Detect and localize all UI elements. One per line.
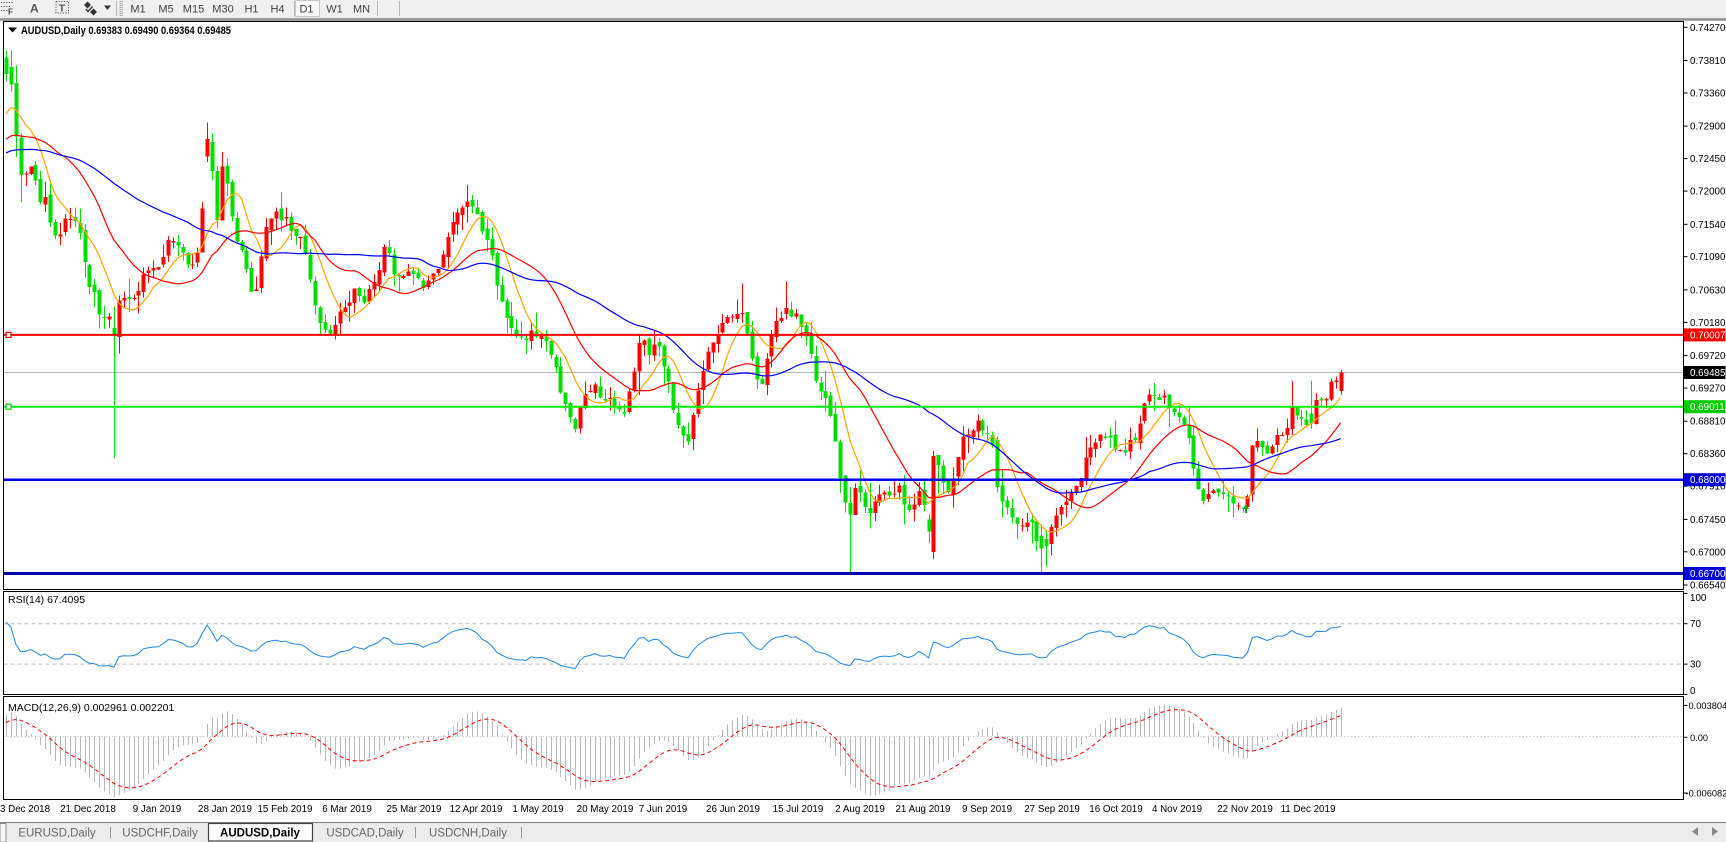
svg-text:0.003804: 0.003804	[1689, 701, 1726, 711]
svg-text:100: 100	[1690, 593, 1707, 604]
svg-text:0.69720: 0.69720	[1690, 351, 1726, 362]
svg-text:AUDUSD,Daily 0.69383 0.69490: AUDUSD,Daily 0.69383 0.69490 0.69364 0.6…	[21, 25, 231, 37]
svg-text:20 May 2019: 20 May 2019	[577, 804, 634, 815]
svg-text:MN: MN	[353, 4, 370, 16]
svg-text:0.72000: 0.72000	[1690, 187, 1726, 198]
svg-text:0.70630: 0.70630	[1690, 285, 1726, 296]
svg-text:0.66700: 0.66700	[1690, 569, 1726, 580]
svg-text:6 Mar 2019: 6 Mar 2019	[322, 804, 372, 815]
svg-text:21 Dec 2018: 21 Dec 2018	[60, 804, 116, 815]
svg-text:7 Jun 2019: 7 Jun 2019	[639, 804, 687, 815]
svg-text:1 May 2019: 1 May 2019	[512, 804, 563, 815]
svg-text:USDCNH,Daily: USDCNH,Daily	[429, 828, 507, 840]
svg-text:0.69485: 0.69485	[1690, 368, 1726, 379]
svg-text:0.66540: 0.66540	[1690, 581, 1726, 592]
svg-text:4 Nov 2019: 4 Nov 2019	[1152, 804, 1202, 815]
svg-text:15 Jul 2019: 15 Jul 2019	[773, 804, 824, 815]
svg-text:12 Apr 2019: 12 Apr 2019	[450, 804, 503, 815]
svg-text:0.73360: 0.73360	[1690, 89, 1726, 100]
svg-text:M1: M1	[130, 4, 145, 16]
svg-text:0.70007: 0.70007	[1690, 330, 1725, 341]
svg-text:H4: H4	[270, 4, 284, 16]
svg-text:9 Sep 2019: 9 Sep 2019	[962, 804, 1012, 815]
svg-text:0.69270: 0.69270	[1690, 384, 1726, 395]
svg-text:0: 0	[1690, 686, 1696, 697]
svg-text:15 Feb 2019: 15 Feb 2019	[257, 804, 312, 815]
svg-text:RSI(14) 67.4095: RSI(14) 67.4095	[8, 594, 85, 606]
svg-text:70: 70	[1690, 619, 1701, 630]
svg-text:0.71540: 0.71540	[1690, 220, 1726, 231]
svg-text:T: T	[59, 3, 66, 15]
svg-text:25 Mar 2019: 25 Mar 2019	[386, 804, 441, 815]
svg-text:0.74270: 0.74270	[1690, 23, 1726, 34]
svg-text:M15: M15	[183, 4, 204, 16]
svg-text:M30: M30	[212, 4, 233, 16]
svg-text:M5: M5	[158, 4, 173, 16]
svg-text:0.70180: 0.70180	[1690, 318, 1726, 329]
svg-text:0.71090: 0.71090	[1690, 252, 1726, 263]
svg-text:28 Jan 2019: 28 Jan 2019	[198, 804, 252, 815]
svg-text:3 Dec 2018: 3 Dec 2018	[0, 804, 51, 815]
svg-text:-0.006082: -0.006082	[1686, 789, 1726, 799]
svg-text:26 Jun 2019: 26 Jun 2019	[706, 804, 760, 815]
svg-text:0.67450: 0.67450	[1690, 515, 1726, 526]
svg-text:USDCHF,Daily: USDCHF,Daily	[122, 828, 198, 840]
svg-text:30: 30	[1690, 660, 1701, 671]
svg-text:MACD(12,26,9) 0.002961 0.00220: MACD(12,26,9) 0.002961 0.002201	[8, 702, 175, 714]
svg-text:0.67910: 0.67910	[1690, 482, 1726, 493]
svg-text:27 Sep 2019: 27 Sep 2019	[1024, 804, 1080, 815]
svg-text:A: A	[30, 2, 39, 16]
svg-text:21 Aug 2019: 21 Aug 2019	[895, 804, 950, 815]
svg-text:0.72900: 0.72900	[1690, 122, 1726, 133]
svg-text:USDCAD,Daily: USDCAD,Daily	[326, 828, 404, 840]
svg-text:16 Oct 2019: 16 Oct 2019	[1089, 804, 1142, 815]
svg-text:W1: W1	[326, 4, 343, 16]
svg-text:0.67000: 0.67000	[1690, 547, 1726, 558]
svg-text:0.68810: 0.68810	[1690, 417, 1726, 428]
svg-text:2 Aug 2019: 2 Aug 2019	[835, 804, 885, 815]
svg-text:AUDUSD,Daily: AUDUSD,Daily	[220, 828, 300, 840]
svg-text:22 Nov 2019: 22 Nov 2019	[1217, 804, 1273, 815]
svg-text:0.68000: 0.68000	[1690, 475, 1726, 486]
svg-text:0.68360: 0.68360	[1690, 449, 1726, 460]
svg-text:11 Dec 2019: 11 Dec 2019	[1281, 804, 1336, 815]
svg-text:9 Jan 2019: 9 Jan 2019	[133, 804, 181, 815]
svg-text:H1: H1	[244, 4, 258, 16]
svg-text:F: F	[8, 8, 13, 17]
svg-text:D1: D1	[299, 4, 313, 16]
svg-text:EURUSD,Daily: EURUSD,Daily	[18, 828, 96, 840]
svg-text:0.72450: 0.72450	[1690, 154, 1726, 165]
svg-text:0.00: 0.00	[1690, 733, 1708, 743]
svg-text:0.69011: 0.69011	[1690, 402, 1725, 413]
svg-text:0.73810: 0.73810	[1690, 56, 1726, 67]
